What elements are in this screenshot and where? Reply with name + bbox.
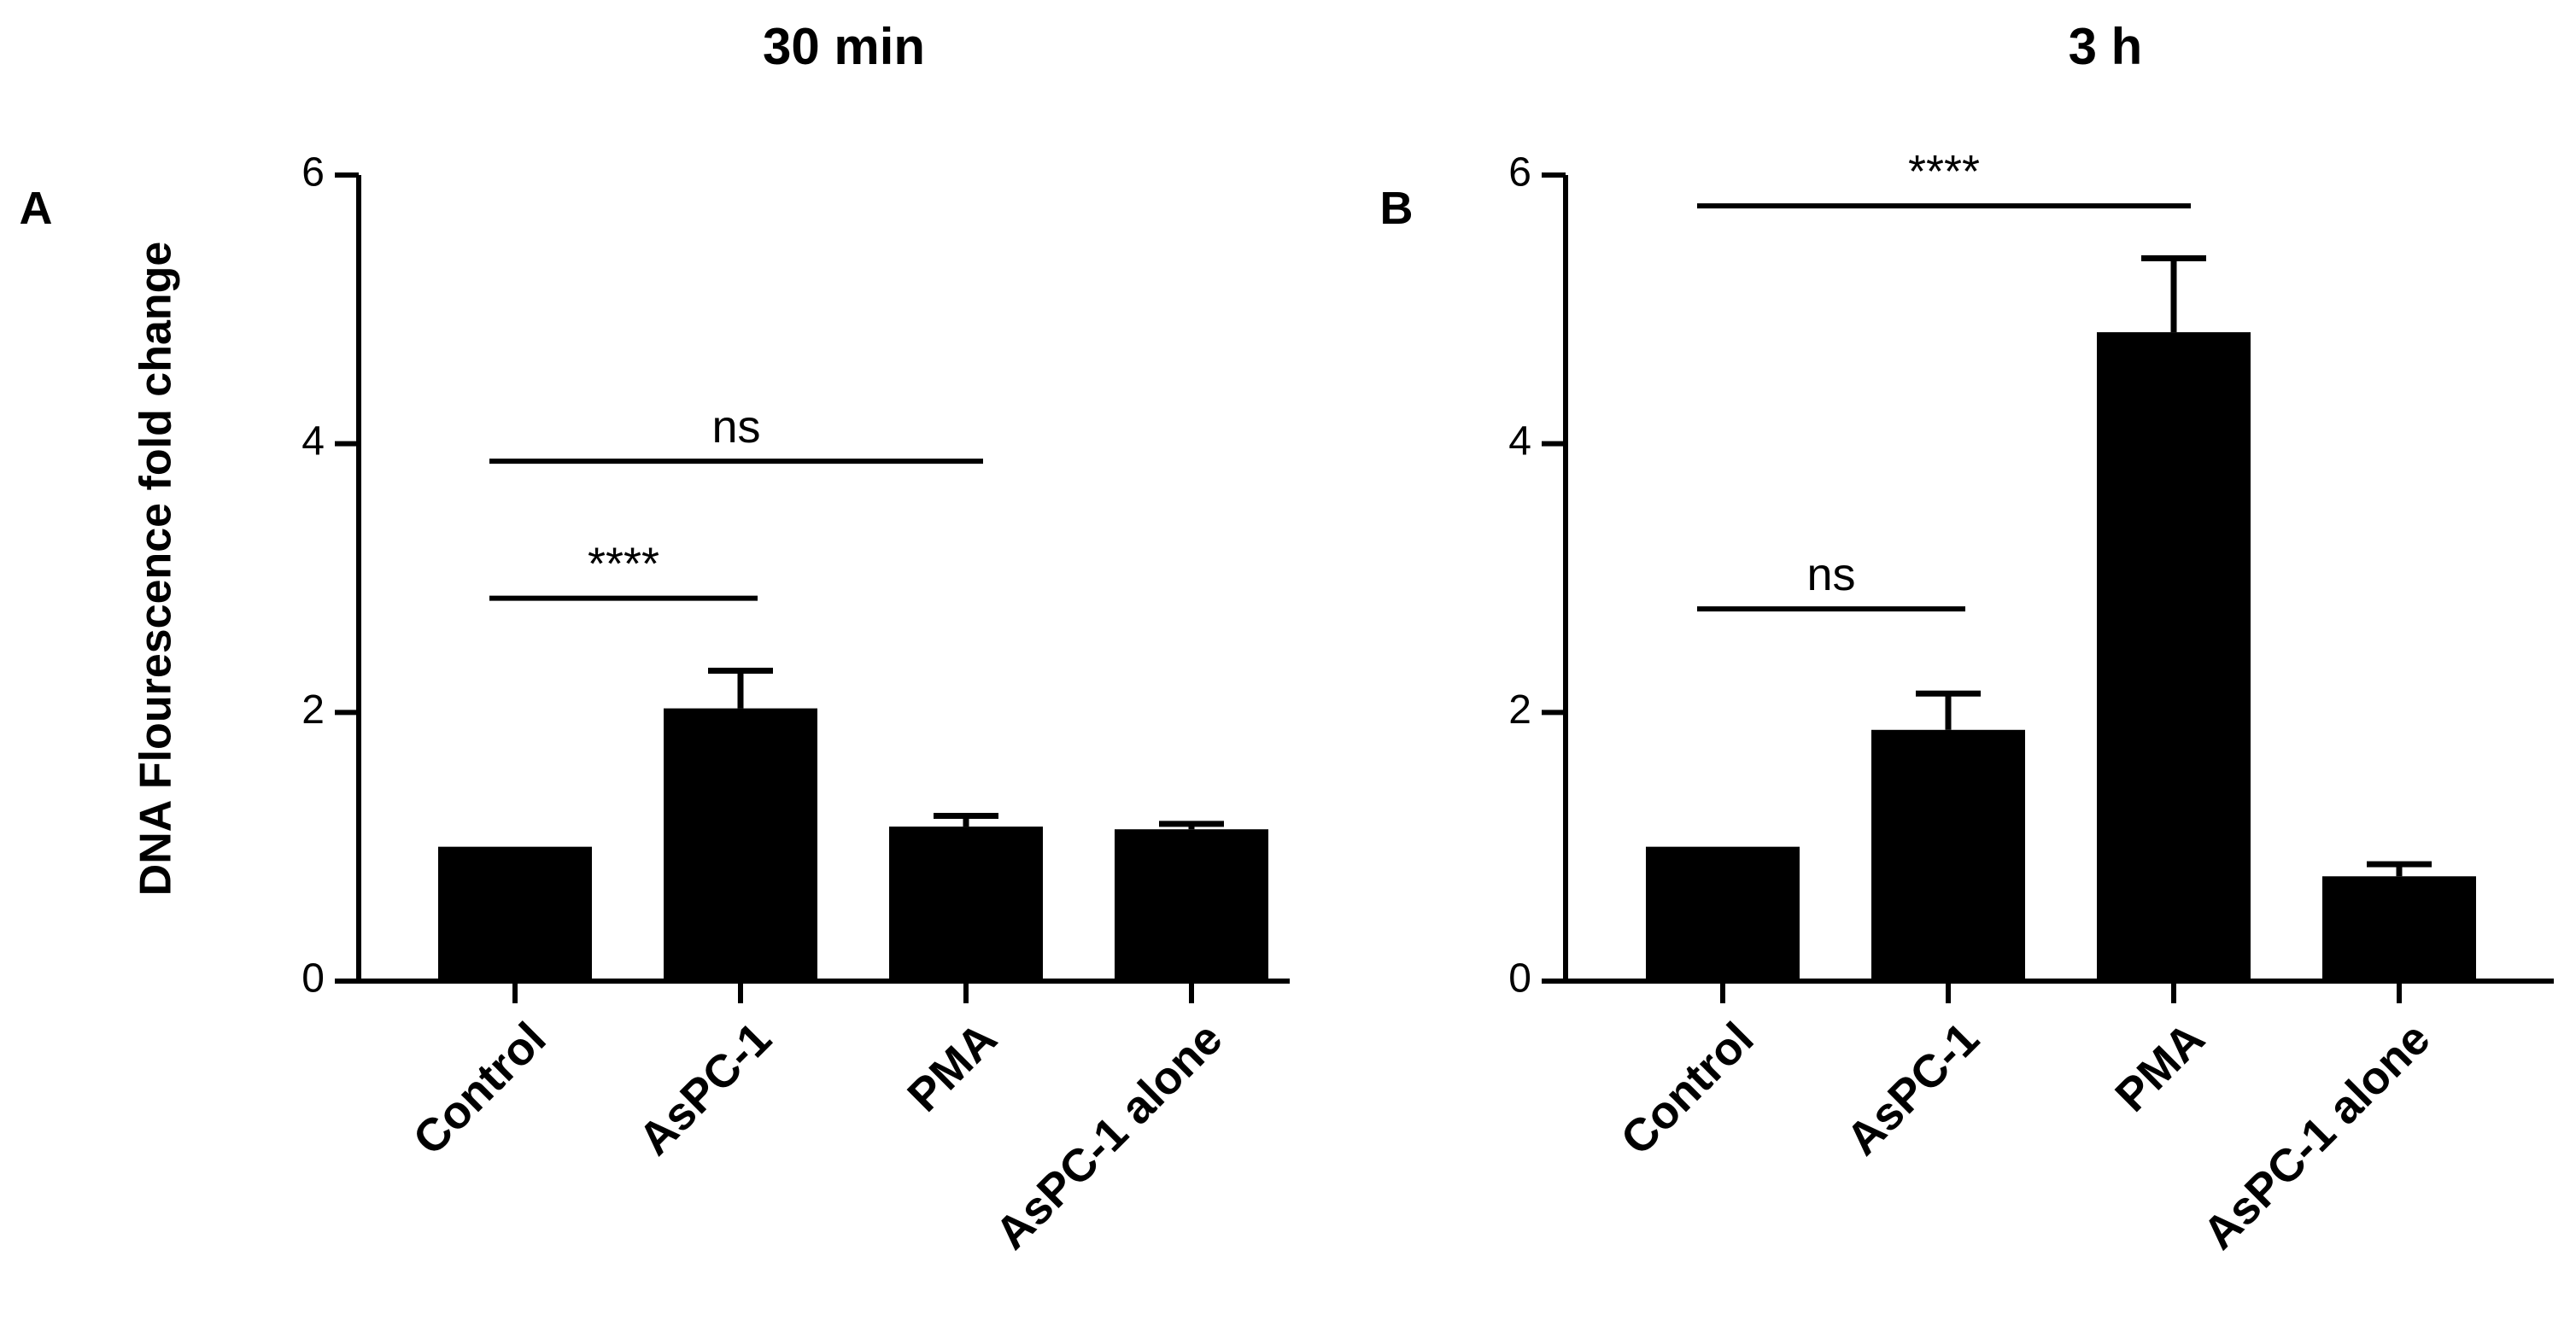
- y-tick-label: 4: [1508, 418, 1531, 464]
- y-tick-label: 4: [302, 418, 325, 464]
- category-label: Control: [1611, 1013, 1763, 1165]
- significance-label: ****: [588, 539, 659, 590]
- bar: [438, 846, 592, 981]
- panel-letter: B: [1380, 183, 1414, 234]
- y-tick-label: 0: [302, 956, 325, 1002]
- category-label: AsPC-1: [629, 1013, 781, 1165]
- bar: [1646, 846, 1800, 981]
- chart-title: 30 min: [763, 18, 925, 75]
- category-label: Control: [403, 1013, 555, 1165]
- category-label: PMA: [898, 1013, 1006, 1121]
- bar: [889, 827, 1043, 981]
- panel-letter: A: [20, 183, 53, 234]
- y-axis-label: DNA Flourescence fold change: [132, 242, 181, 897]
- significance-label: ns: [711, 401, 760, 453]
- y-tick-label: 2: [302, 687, 325, 733]
- chart-title: 3 h: [2069, 18, 2143, 75]
- significance-label: ns: [1806, 549, 1855, 600]
- y-tick-label: 6: [1508, 150, 1531, 196]
- bar: [1115, 829, 1268, 981]
- bar: [664, 708, 817, 981]
- category-label: PMA: [2105, 1013, 2214, 1121]
- bar: [1871, 729, 2025, 981]
- bar: [2097, 332, 2251, 982]
- category-label: AsPC-1 alone: [986, 1013, 1232, 1259]
- significance-label: ****: [1908, 146, 1980, 197]
- bar: [2322, 876, 2476, 981]
- y-tick-label: 6: [302, 150, 325, 196]
- y-tick-label: 0: [1508, 956, 1531, 1002]
- y-tick-label: 2: [1508, 687, 1531, 733]
- category-label: AsPC-1: [1836, 1013, 1988, 1165]
- category-label: AsPC-1 alone: [2193, 1013, 2440, 1259]
